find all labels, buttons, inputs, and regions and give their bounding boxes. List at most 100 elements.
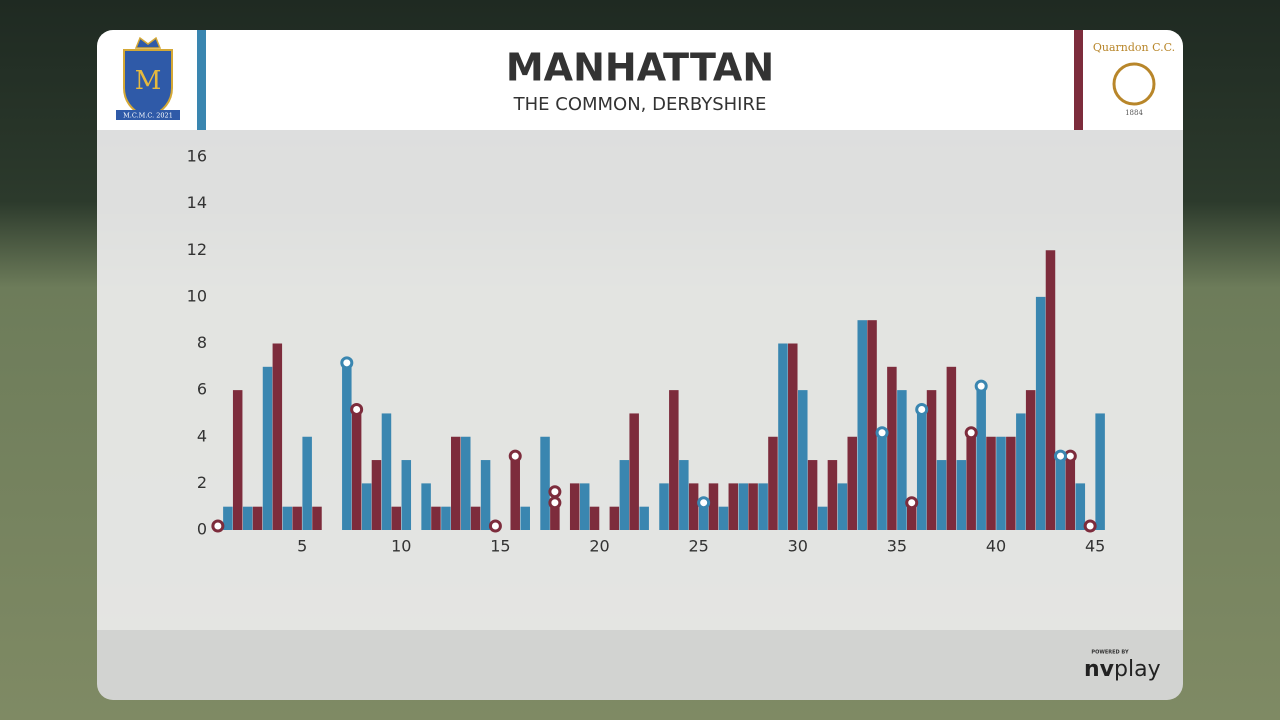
bar [688, 483, 699, 530]
bar [708, 483, 719, 530]
bar [351, 413, 362, 530]
bar [381, 413, 392, 530]
bar [639, 506, 649, 530]
bar [718, 506, 729, 530]
x-tick-label: 35 [887, 537, 907, 556]
bar [1016, 413, 1026, 530]
bar [788, 343, 798, 530]
bar [1055, 460, 1066, 530]
bar [906, 506, 917, 530]
bar [262, 366, 273, 530]
wicket-marker [548, 485, 562, 499]
bar [1006, 436, 1016, 530]
powered-by: POWERED BY [1091, 650, 1129, 656]
wicket-marker [1083, 519, 1097, 533]
bar [609, 506, 620, 530]
bar [272, 343, 283, 530]
bar [926, 390, 937, 530]
y-tick-label: 2 [197, 473, 207, 492]
bar [996, 436, 1006, 530]
right-logo: Quarndon C.C. 1884 [1093, 41, 1175, 117]
wicket-marker [508, 449, 522, 463]
y-tick-label: 16 [187, 147, 207, 166]
bar [282, 506, 293, 530]
team-strip [1074, 30, 1083, 130]
bar [857, 320, 867, 530]
x-tick-label: 45 [1085, 537, 1105, 556]
y-tick-label: 4 [197, 426, 207, 445]
brand-light: play [1114, 657, 1161, 682]
title: MANHATTAN [506, 46, 774, 90]
bar [550, 506, 560, 530]
bar [302, 436, 312, 530]
bar [748, 483, 758, 530]
bar [679, 460, 689, 530]
bar [798, 390, 808, 530]
y-tick-label: 10 [187, 286, 207, 305]
brand: nvplay [1084, 657, 1161, 682]
x-tick-label: 10 [391, 537, 411, 556]
bar [431, 506, 441, 530]
bar [569, 483, 580, 530]
logo-text: M.C.M.C. 2021 [123, 112, 173, 120]
y-tick-label: 0 [197, 520, 207, 539]
bar [391, 506, 402, 530]
bar [867, 320, 877, 530]
y-tick-label: 14 [187, 193, 207, 212]
bar [768, 436, 778, 530]
bar [986, 436, 996, 530]
bar [421, 483, 431, 530]
wicket-marker [488, 519, 502, 533]
bar [252, 506, 263, 530]
banner [116, 110, 180, 120]
emblem [1112, 62, 1156, 106]
x-tick-label: 40 [986, 537, 1006, 556]
bar [956, 460, 967, 530]
x-tick-label: 20 [589, 537, 609, 556]
bar [817, 506, 828, 530]
bar [579, 483, 590, 530]
subtitle: THE COMMON, DERBYSHIRE [513, 94, 767, 115]
bar [847, 436, 857, 530]
wicket-marker [350, 402, 364, 416]
bar [936, 460, 947, 530]
bar [976, 390, 986, 530]
wicket-marker [875, 426, 889, 440]
wicket-marker [340, 356, 354, 370]
bar [1075, 483, 1086, 530]
bar [966, 436, 976, 530]
x-tick-label: 5 [297, 537, 307, 556]
bar [669, 390, 679, 530]
left-logo: M M.C.M.C. 2021 [116, 36, 180, 120]
bar [897, 390, 907, 530]
header-panel [97, 30, 1183, 130]
bar [837, 483, 848, 530]
x-tick-label: 25 [688, 537, 708, 556]
bar [1045, 250, 1056, 530]
bar [540, 436, 550, 530]
brand-bold: nv [1084, 657, 1115, 682]
bar [827, 460, 838, 530]
wicket-marker [905, 496, 919, 510]
bar [887, 366, 897, 530]
bar [619, 460, 630, 530]
bar [401, 460, 412, 530]
x-tick-label: 15 [490, 537, 510, 556]
bar [629, 413, 639, 530]
bar [1095, 413, 1105, 530]
x-tick-label: 30 [788, 537, 808, 556]
bar [232, 390, 243, 530]
wicket-marker [964, 426, 978, 440]
logo-year: 1884 [1125, 109, 1143, 117]
bar [807, 460, 818, 530]
crown [134, 36, 162, 49]
footer-panel [97, 630, 1183, 700]
wicket-marker [548, 496, 562, 510]
bar [946, 366, 957, 530]
bar [659, 483, 669, 530]
bar [778, 343, 788, 530]
bar [1065, 460, 1076, 530]
bar [738, 483, 749, 530]
